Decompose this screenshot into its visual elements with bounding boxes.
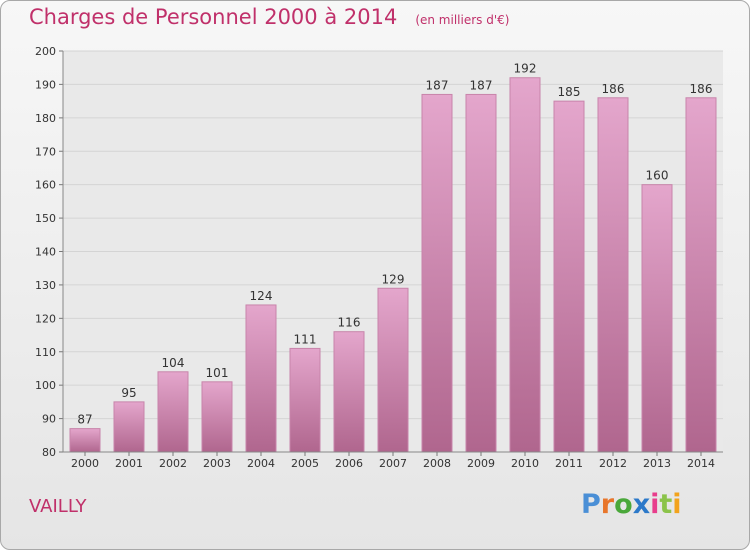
chart-title: Charges de Personnel 2000 à 2014 (en mill… xyxy=(29,5,509,29)
x-tick-label: 2009 xyxy=(467,457,495,470)
bar-value-label: 186 xyxy=(602,82,625,96)
bar xyxy=(289,347,321,453)
axes: 80 90 100 110 120 130 140 150 160 170 180 190 200 200… xyxy=(35,45,723,470)
bars: 87 95 104 101 124 111 116 129 187 187 192 185 186 160… xyxy=(69,62,717,453)
y-tick-label: 170 xyxy=(35,145,56,158)
bar xyxy=(113,401,145,453)
y-tick-label: 190 xyxy=(35,78,56,91)
bar xyxy=(597,97,629,453)
bar-value-label: 192 xyxy=(514,62,537,76)
x-tick-label: 2013 xyxy=(643,457,671,470)
y-tick-label: 160 xyxy=(35,179,56,192)
y-tick-label: 120 xyxy=(35,312,56,325)
bar xyxy=(333,331,365,453)
logo-letter: P xyxy=(581,489,601,520)
bar-value-label: 116 xyxy=(338,316,361,330)
bar xyxy=(465,93,497,453)
x-tick-label: 2006 xyxy=(335,457,363,470)
y-tick-label: 110 xyxy=(35,346,56,359)
y-tick-label: 180 xyxy=(35,112,56,125)
bar xyxy=(421,93,453,453)
x-tick-label: 2008 xyxy=(423,457,451,470)
bar-value-label: 187 xyxy=(470,78,493,92)
x-tick-label: 2007 xyxy=(379,457,407,470)
bar-value-label: 101 xyxy=(206,366,229,380)
logo-letter: i xyxy=(672,489,682,520)
x-tick-label: 2012 xyxy=(599,457,627,470)
bar xyxy=(69,428,101,453)
proxiti-logo[interactable]: Proxiti xyxy=(581,489,682,520)
bar xyxy=(685,97,717,453)
logo-letter: o xyxy=(614,489,633,520)
logo-letter: x xyxy=(632,489,651,520)
x-tick-label: 2014 xyxy=(687,457,715,470)
x-tick-label: 2010 xyxy=(511,457,539,470)
logo-letter: i xyxy=(650,489,660,520)
bar xyxy=(509,77,541,453)
bar-value-label: 185 xyxy=(558,85,581,99)
x-tick-label: 2003 xyxy=(203,457,231,470)
title-text: Charges de Personnel 2000 à 2014 xyxy=(29,5,398,29)
x-tick-label: 2001 xyxy=(115,457,143,470)
bar-value-label: 160 xyxy=(646,169,669,183)
bar-value-label: 111 xyxy=(294,332,317,346)
y-tick-label: 100 xyxy=(35,379,56,392)
bar-value-label: 124 xyxy=(250,289,273,303)
bar xyxy=(201,381,233,453)
bar-value-label: 186 xyxy=(690,82,713,96)
bar xyxy=(377,287,409,453)
y-tick-label: 140 xyxy=(35,246,56,259)
y-tick-label: 200 xyxy=(35,45,56,58)
bar-value-label: 95 xyxy=(121,386,136,400)
bar-value-label: 129 xyxy=(382,272,405,286)
y-tick-label: 130 xyxy=(35,279,56,292)
bar-value-label: 187 xyxy=(426,78,449,92)
x-tick-label: 2000 xyxy=(71,457,99,470)
logo-letter: r xyxy=(600,489,615,520)
x-tick-label: 2005 xyxy=(291,457,319,470)
unit-note: (en milliers d'€) xyxy=(415,13,510,27)
y-tick-label: 90 xyxy=(42,413,56,426)
bar xyxy=(641,184,673,453)
bar xyxy=(245,304,277,453)
bar xyxy=(553,100,585,453)
bar-value-label: 104 xyxy=(162,356,185,370)
x-tick-label: 2011 xyxy=(555,457,583,470)
bar-value-label: 87 xyxy=(77,413,92,427)
logo-letter: t xyxy=(659,489,673,520)
x-tick-label: 2004 xyxy=(247,457,275,470)
y-tick-label: 80 xyxy=(42,446,56,459)
bar xyxy=(157,371,189,453)
y-tick-label: 150 xyxy=(35,212,56,225)
commune-name: VAILLY xyxy=(29,496,87,517)
x-tick-label: 2002 xyxy=(159,457,187,470)
